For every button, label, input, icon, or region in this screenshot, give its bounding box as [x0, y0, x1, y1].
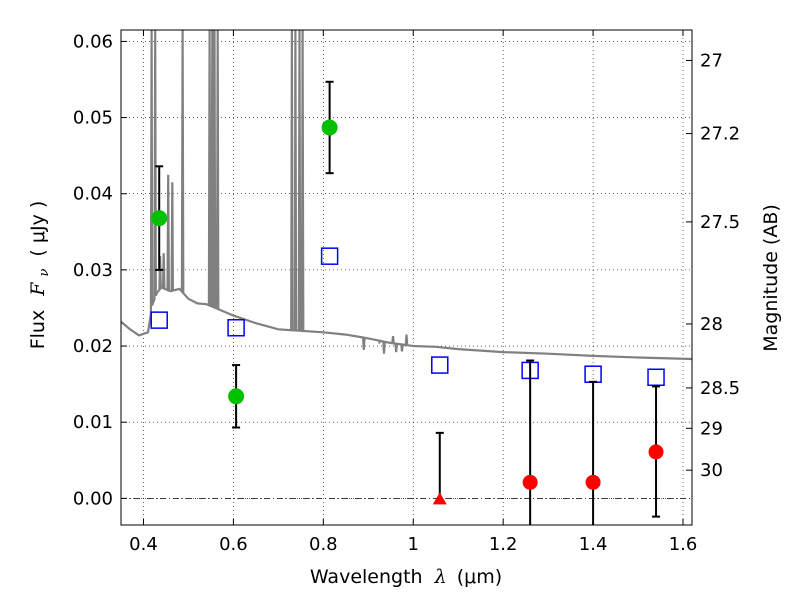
x-tick-label: 1.4 — [579, 534, 608, 555]
detections-series — [151, 119, 338, 405]
plot-frame — [120, 29, 693, 526]
non-detection-point — [648, 444, 664, 460]
non-detection-point — [585, 474, 601, 490]
x-tick-label: 1.2 — [489, 534, 518, 555]
grid-lines — [121, 30, 692, 525]
y-axis-label-prefix: Flux — [27, 310, 49, 350]
y-tick-labels: 0.00 0.01 0.02 0.03 0.04 0.05 0.06 — [73, 31, 113, 509]
model-photometry-square — [150, 311, 168, 329]
detection-point — [321, 119, 338, 136]
x-axis-label-units: (μm) — [457, 566, 502, 588]
x-tick-label: 1 — [408, 534, 419, 555]
non-detection-point — [522, 474, 538, 490]
non-detections-series — [432, 444, 664, 505]
magnitude-tick-label: 27 — [700, 50, 723, 71]
y-tick-label: 0.05 — [73, 108, 113, 129]
model-photometry-square — [227, 319, 245, 337]
y-axis-label: Flux F ν ( μJy ) — [27, 201, 53, 350]
axis-ticks — [121, 30, 692, 525]
error-bars — [155, 80, 661, 525]
x-axis-label-prefix: Wavelength — [310, 566, 423, 588]
right-axis-label: Magnitude (AB) — [760, 204, 782, 352]
y-tick-label: 0.00 — [73, 488, 113, 509]
x-tick-label: 0.4 — [129, 534, 158, 555]
detection-point — [228, 388, 245, 405]
y-tick-label: 0.02 — [73, 336, 113, 357]
model-photometry-series — [150, 247, 665, 387]
detection-point — [151, 210, 168, 227]
magnitude-tick-label: 27.2 — [700, 124, 740, 145]
magnitude-tick-label: 29 — [700, 418, 723, 439]
y-axis-label-units: ( μJy ) — [27, 201, 49, 257]
y-axis-label-subscript: ν — [37, 269, 52, 277]
magnitude-tick-label: 28 — [700, 314, 723, 335]
sed-model-spectrum — [121, 30, 692, 361]
x-axis-label: Wavelength λ (μm) — [310, 566, 502, 588]
x-tick-label: 0.8 — [309, 534, 338, 555]
magnitude-tick-labels: 27 27.2 27.5 28 28.5 29 30 — [700, 50, 740, 481]
magnitude-tick-label: 28.5 — [700, 378, 740, 399]
x-tick-label: 1.6 — [669, 534, 698, 555]
model-photometry-square — [647, 368, 665, 387]
y-tick-label: 0.03 — [73, 260, 113, 281]
magnitude-tick-label: 27.5 — [700, 212, 740, 233]
magnitude-tick-label: 30 — [700, 460, 723, 481]
model-photometry-square — [431, 356, 449, 374]
x-axis-label-symbol: λ — [434, 566, 447, 588]
non-detection-triangle — [432, 492, 447, 505]
y-tick-label: 0.01 — [73, 412, 113, 433]
y-tick-label: 0.04 — [73, 184, 113, 205]
model-photometry-square — [320, 247, 339, 265]
sed-spectrum-line — [121, 30, 692, 361]
y-axis-label-symbol: F — [27, 282, 49, 297]
y-tick-label: 0.06 — [73, 31, 113, 52]
x-tick-label: 0.6 — [219, 534, 248, 555]
x-tick-labels: 0.4 0.6 0.8 1 1.2 1.4 1.6 — [129, 534, 697, 555]
